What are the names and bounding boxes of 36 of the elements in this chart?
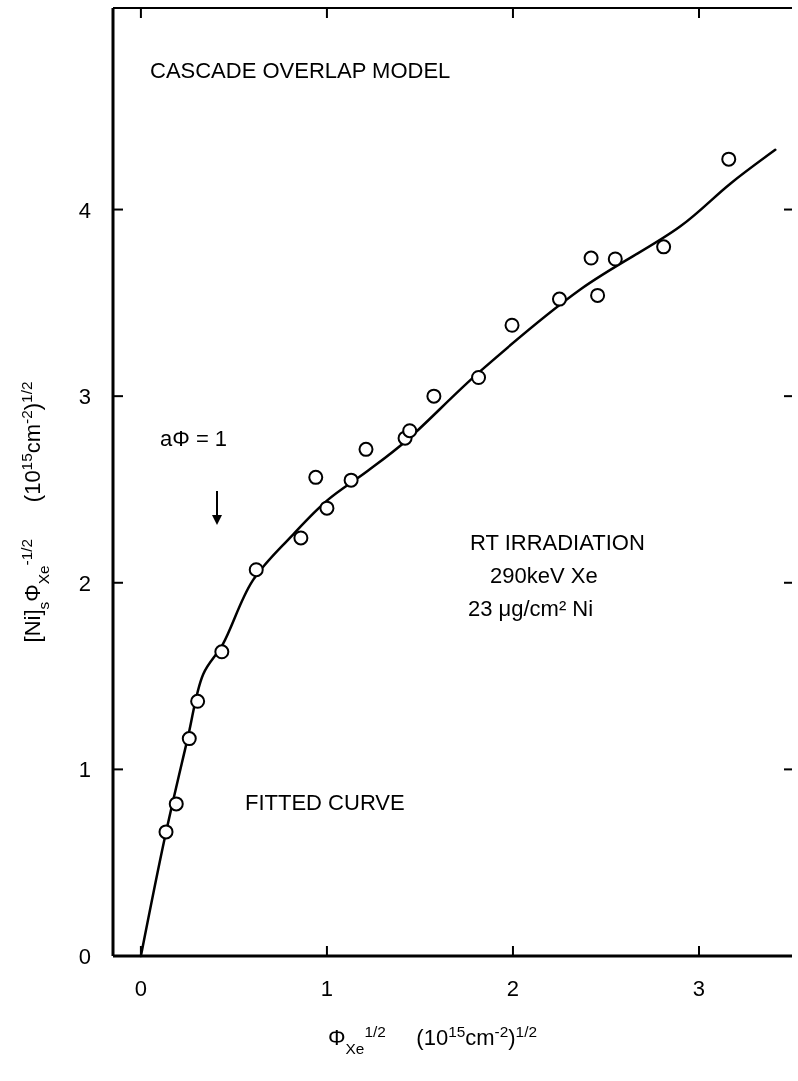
point: [551, 291, 567, 307]
point: [293, 530, 309, 546]
point: [308, 469, 324, 485]
point: [358, 441, 374, 457]
point: [583, 250, 599, 266]
point: [590, 287, 606, 303]
point: [656, 239, 672, 255]
point: [319, 500, 335, 516]
y-tick-label: 1: [78, 757, 91, 783]
x-tick-label: 1: [320, 976, 334, 1001]
annotation: aΦ = 1: [160, 426, 228, 451]
y-tick-label: 4: [78, 197, 91, 223]
point: [471, 370, 487, 385]
annotation: 23 μg/cm² Ni: [468, 596, 594, 621]
point: [343, 472, 359, 488]
point: [214, 644, 230, 660]
annotation: 290keV Xe: [490, 563, 598, 588]
point: [248, 562, 264, 578]
x-tick-label: 3: [692, 976, 706, 1001]
point: [607, 251, 623, 267]
point: [181, 731, 197, 747]
point: [402, 423, 418, 439]
point: [190, 693, 206, 709]
x-tick-label: 2: [506, 976, 520, 1001]
annotation: CASCADE OVERLAP MODEL: [150, 58, 451, 83]
point: [504, 317, 520, 333]
point: [168, 796, 184, 812]
point: [158, 824, 174, 840]
annotation: RT IRRADIATION: [470, 530, 645, 555]
annotation: FITTED CURVE: [245, 790, 405, 815]
point: [426, 388, 442, 404]
y-tick-label: 0: [78, 944, 91, 969]
y-tick-label: 3: [78, 384, 91, 410]
y-tick-label: 2: [78, 570, 91, 596]
point: [721, 151, 737, 167]
x-tick-label: 0: [134, 976, 148, 1001]
